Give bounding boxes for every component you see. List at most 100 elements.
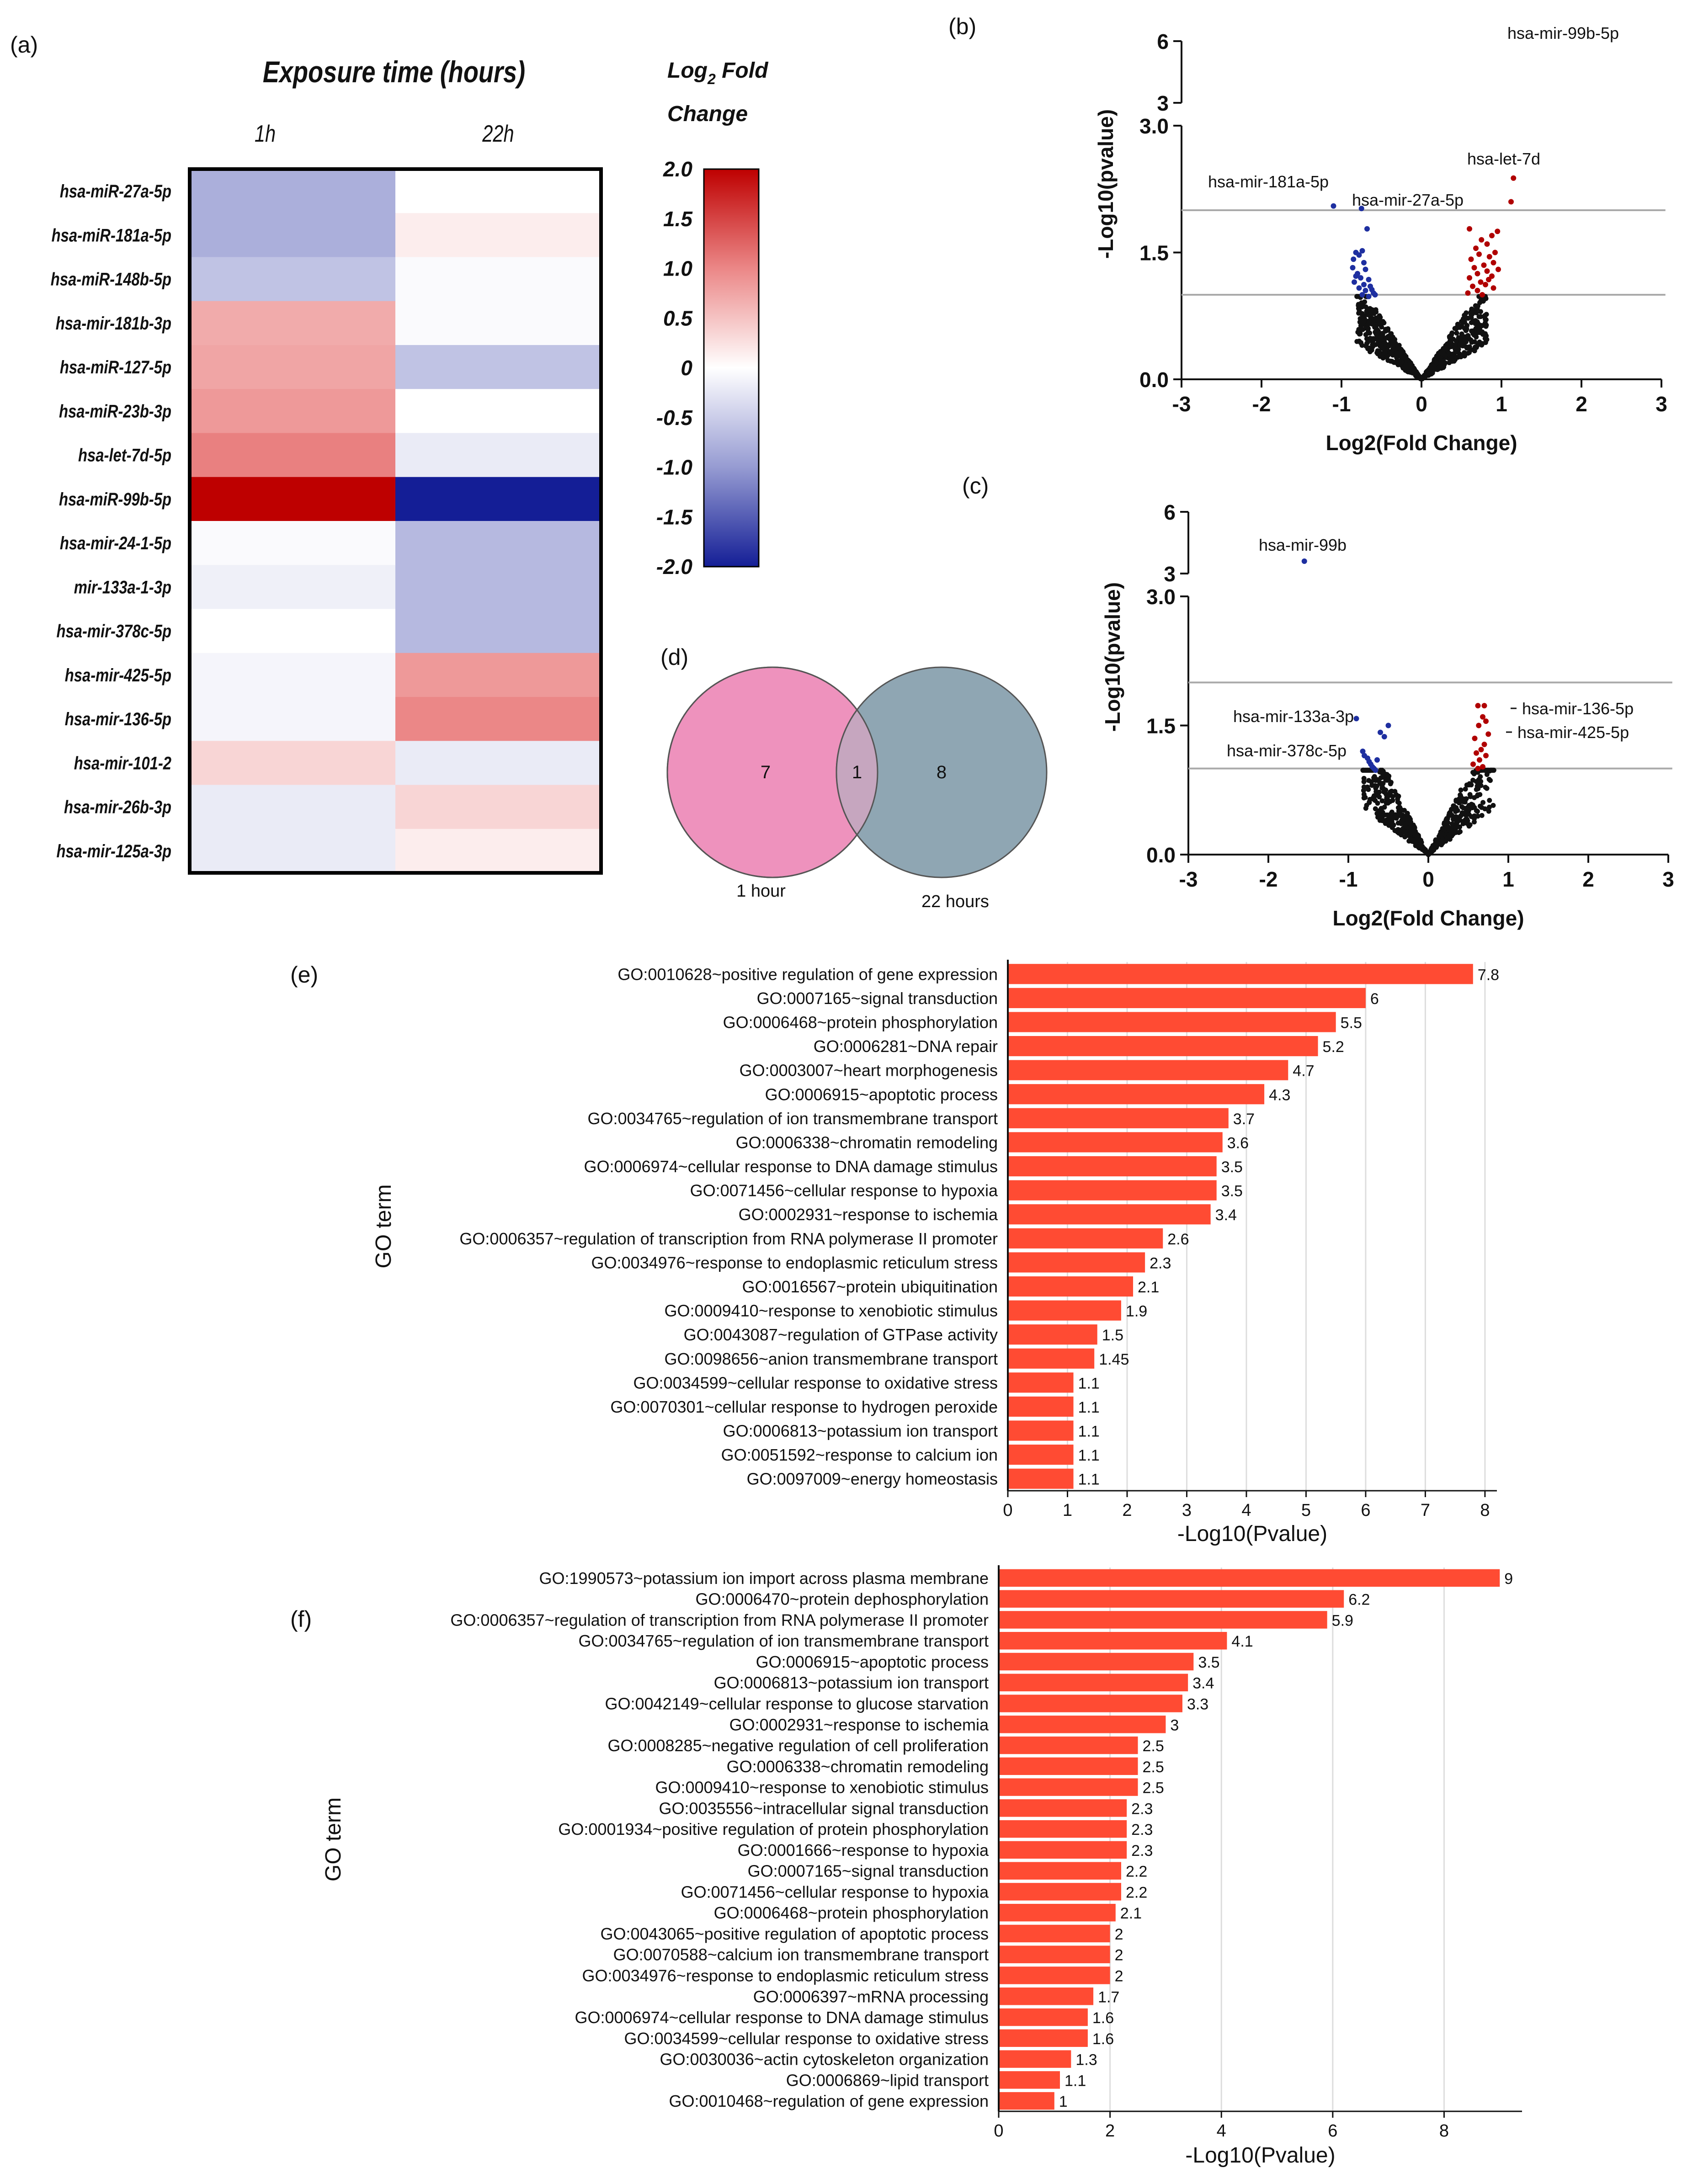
panel-label-d: (d) xyxy=(660,644,688,670)
x-tick-label: 2 xyxy=(1122,1501,1132,1520)
data-point xyxy=(1437,360,1443,366)
data-point xyxy=(1402,834,1408,840)
data-point-down xyxy=(1373,767,1379,773)
bar xyxy=(1008,1180,1217,1201)
data-point-down xyxy=(1366,293,1372,299)
x-tick-label: -2 xyxy=(1259,867,1278,891)
bar-value-label: 2.2 xyxy=(1126,1863,1147,1881)
data-point-up xyxy=(1479,237,1485,243)
data-point xyxy=(1361,767,1367,773)
data-point xyxy=(1438,839,1444,844)
heatmap-cell xyxy=(190,565,396,610)
x-tick-label: 1 xyxy=(1502,867,1514,891)
data-point xyxy=(1464,808,1469,814)
data-point-down xyxy=(1359,292,1365,298)
data-point xyxy=(1361,795,1367,801)
data-point-up xyxy=(1475,765,1481,771)
data-point-up xyxy=(1478,747,1484,753)
data-point xyxy=(1463,786,1468,792)
data-point-down xyxy=(1385,723,1391,728)
y-tick-label: 1.5 xyxy=(1146,714,1176,738)
data-point xyxy=(1469,315,1474,320)
data-point-up xyxy=(1481,703,1487,709)
data-point xyxy=(1399,350,1404,355)
data-point xyxy=(1364,336,1369,341)
venn-set-label: 22 hours xyxy=(921,892,989,911)
category-label: GO:0009410~response to xenobiotic stimul… xyxy=(665,1302,998,1320)
point-label: hsa-mir-181a-5p xyxy=(1208,172,1329,191)
bar xyxy=(1008,1468,1074,1489)
panel-label-f: (f) xyxy=(290,1606,312,1632)
y-tick-label: 0.0 xyxy=(1139,368,1169,392)
bar xyxy=(999,1841,1127,1859)
bar xyxy=(999,1716,1166,1733)
bar-value-label: 2.5 xyxy=(1143,1738,1164,1755)
data-point-down xyxy=(1331,203,1336,209)
data-point-up xyxy=(1478,279,1484,285)
heatmap-cell xyxy=(395,389,601,434)
data-point xyxy=(1381,789,1387,795)
data-point xyxy=(1459,319,1464,324)
data-point xyxy=(1396,793,1401,799)
bar-value-label: 3.3 xyxy=(1187,1696,1208,1713)
bar xyxy=(1008,1012,1336,1032)
bar-value-label: 7.8 xyxy=(1478,966,1499,983)
data-point-down xyxy=(1350,265,1356,271)
data-point xyxy=(1385,328,1391,333)
bar-value-label: 5.5 xyxy=(1341,1014,1362,1031)
bar xyxy=(999,1590,1344,1608)
category-label: GO:0007165~signal transduction xyxy=(757,989,998,1008)
bar xyxy=(999,1757,1138,1775)
data-point xyxy=(1405,357,1410,362)
x-tick-label: 8 xyxy=(1439,2121,1449,2141)
category-label: GO:0006974~cellular response to DNA dama… xyxy=(575,2008,989,2027)
data-point-up xyxy=(1468,256,1474,262)
data-point xyxy=(1427,367,1432,372)
bar-value-label: 2.6 xyxy=(1167,1231,1189,1248)
data-point xyxy=(1372,324,1378,330)
category-label: GO:0034765~regulation of ion transmembra… xyxy=(587,1109,998,1128)
data-point xyxy=(1403,824,1408,829)
colorbar-title: Change xyxy=(667,102,748,126)
category-label: GO:0071456~cellular response to hypoxia xyxy=(681,1882,989,1901)
heatmap-chart: Exposure time (hours) 1h 22h hsa-miR-27a-5p… xyxy=(51,55,769,875)
bar-value-label: 2.1 xyxy=(1138,1279,1159,1296)
category-label: GO:0034599~cellular response to oxidativ… xyxy=(624,2029,989,2048)
category-label: GO:0006397~mRNA processing xyxy=(753,1987,989,2006)
heatmap-row-label: hsa-mir-26b-3p xyxy=(64,797,171,818)
heatmap-row-label: hsa-miR-181a-5p xyxy=(52,225,171,245)
data-point-up xyxy=(1508,199,1514,205)
colorbar-title: Log2 Fold xyxy=(667,58,769,87)
data-point xyxy=(1402,364,1407,369)
bar xyxy=(999,1674,1188,1691)
data-point-up xyxy=(1465,290,1471,296)
data-point xyxy=(1483,767,1489,773)
data-point xyxy=(1388,812,1393,817)
data-point xyxy=(1405,369,1411,375)
data-point xyxy=(1448,342,1453,347)
bar xyxy=(999,1653,1194,1671)
data-point-down xyxy=(1356,252,1362,258)
data-point xyxy=(1453,805,1459,810)
data-point xyxy=(1367,349,1373,355)
data-point-down xyxy=(1351,256,1357,262)
bar-value-label: 1.3 xyxy=(1075,2051,1097,2069)
data-point xyxy=(1420,844,1425,849)
heatmap-row-label: hsa-miR-148b-5p xyxy=(51,269,171,290)
x-tick-label: 0 xyxy=(1422,867,1434,891)
data-point-up xyxy=(1477,757,1482,763)
category-label: GO:0002931~response to ischemia xyxy=(739,1205,998,1224)
data-point-down xyxy=(1366,276,1372,282)
bar xyxy=(999,1695,1182,1712)
x-tick-label: 1 xyxy=(1496,392,1507,416)
bar-value-label: 1 xyxy=(1059,2093,1068,2110)
data-point xyxy=(1388,332,1393,338)
x-tick-label: -1 xyxy=(1339,867,1358,891)
bar-value-label: 6 xyxy=(1370,990,1379,1008)
data-point xyxy=(1440,364,1445,369)
bar xyxy=(999,1820,1127,1838)
heatmap-column-label: 1h xyxy=(255,120,276,147)
bar xyxy=(999,2008,1088,2026)
data-point xyxy=(1373,793,1378,798)
data-point-up xyxy=(1474,750,1479,756)
